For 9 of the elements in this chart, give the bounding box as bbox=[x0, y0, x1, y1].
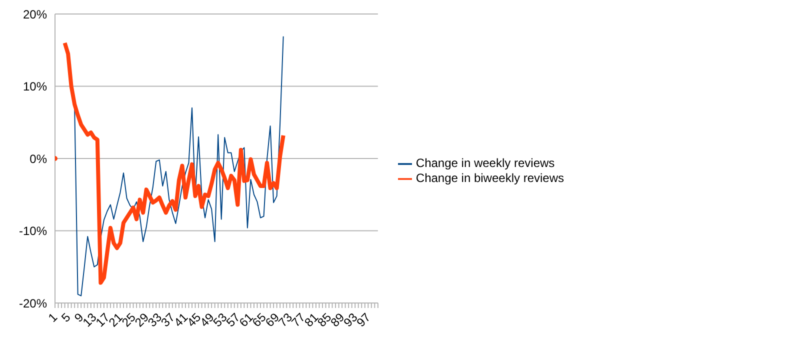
x-tick-label: 5 bbox=[58, 310, 74, 325]
legend-label: Change in biweekly reviews bbox=[416, 171, 564, 185]
y-tick-label: -20% bbox=[18, 296, 48, 310]
y-tick-label: 10% bbox=[22, 80, 48, 94]
y-tick-label: 0% bbox=[30, 152, 48, 166]
x-tick-label: 1 bbox=[45, 310, 60, 325]
y-tick-label: -10% bbox=[18, 224, 48, 238]
legend-label: Change in weekly reviews bbox=[416, 156, 555, 170]
y-tick-label: 20% bbox=[22, 7, 48, 22]
